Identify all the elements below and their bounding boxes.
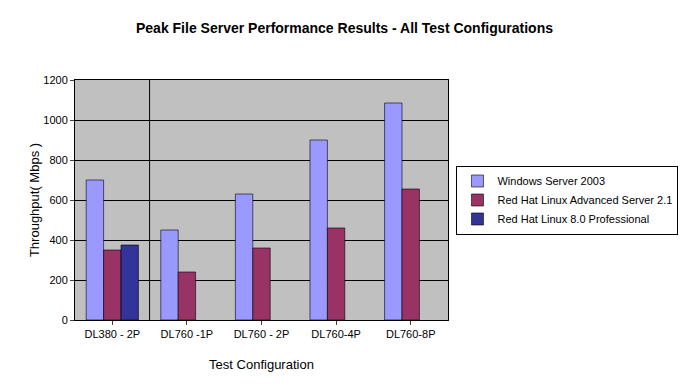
svg-text:600: 600 <box>49 194 67 206</box>
svg-text:DL760 -1P: DL760 -1P <box>161 328 214 340</box>
svg-text:Peak File Server Performance R: Peak File Server Performance Results - A… <box>136 20 553 36</box>
svg-text:1200: 1200 <box>43 74 67 86</box>
svg-text:0: 0 <box>62 314 68 326</box>
svg-text:Throughput( Mbps ): Throughput( Mbps ) <box>27 143 42 257</box>
svg-text:DL380 - 2P: DL380 - 2P <box>84 328 140 340</box>
svg-text:1000: 1000 <box>43 114 67 126</box>
svg-text:200: 200 <box>49 274 67 286</box>
svg-text:Test Configuration: Test Configuration <box>209 357 314 372</box>
svg-text:DL760-8P: DL760-8P <box>386 328 436 340</box>
svg-text:Red Hat Linux 8.0 Professional: Red Hat Linux 8.0 Professional <box>497 213 649 225</box>
svg-text:DL760-4P: DL760-4P <box>311 328 361 340</box>
svg-text:400: 400 <box>49 234 67 246</box>
svg-text:800: 800 <box>49 154 67 166</box>
svg-text:DL760 - 2P: DL760 - 2P <box>234 328 290 340</box>
svg-text:Windows Server 2003: Windows Server 2003 <box>497 175 605 187</box>
svg-text:Red Hat Linux Advanced Server: Red Hat Linux Advanced Server 2.1 <box>497 194 672 206</box>
